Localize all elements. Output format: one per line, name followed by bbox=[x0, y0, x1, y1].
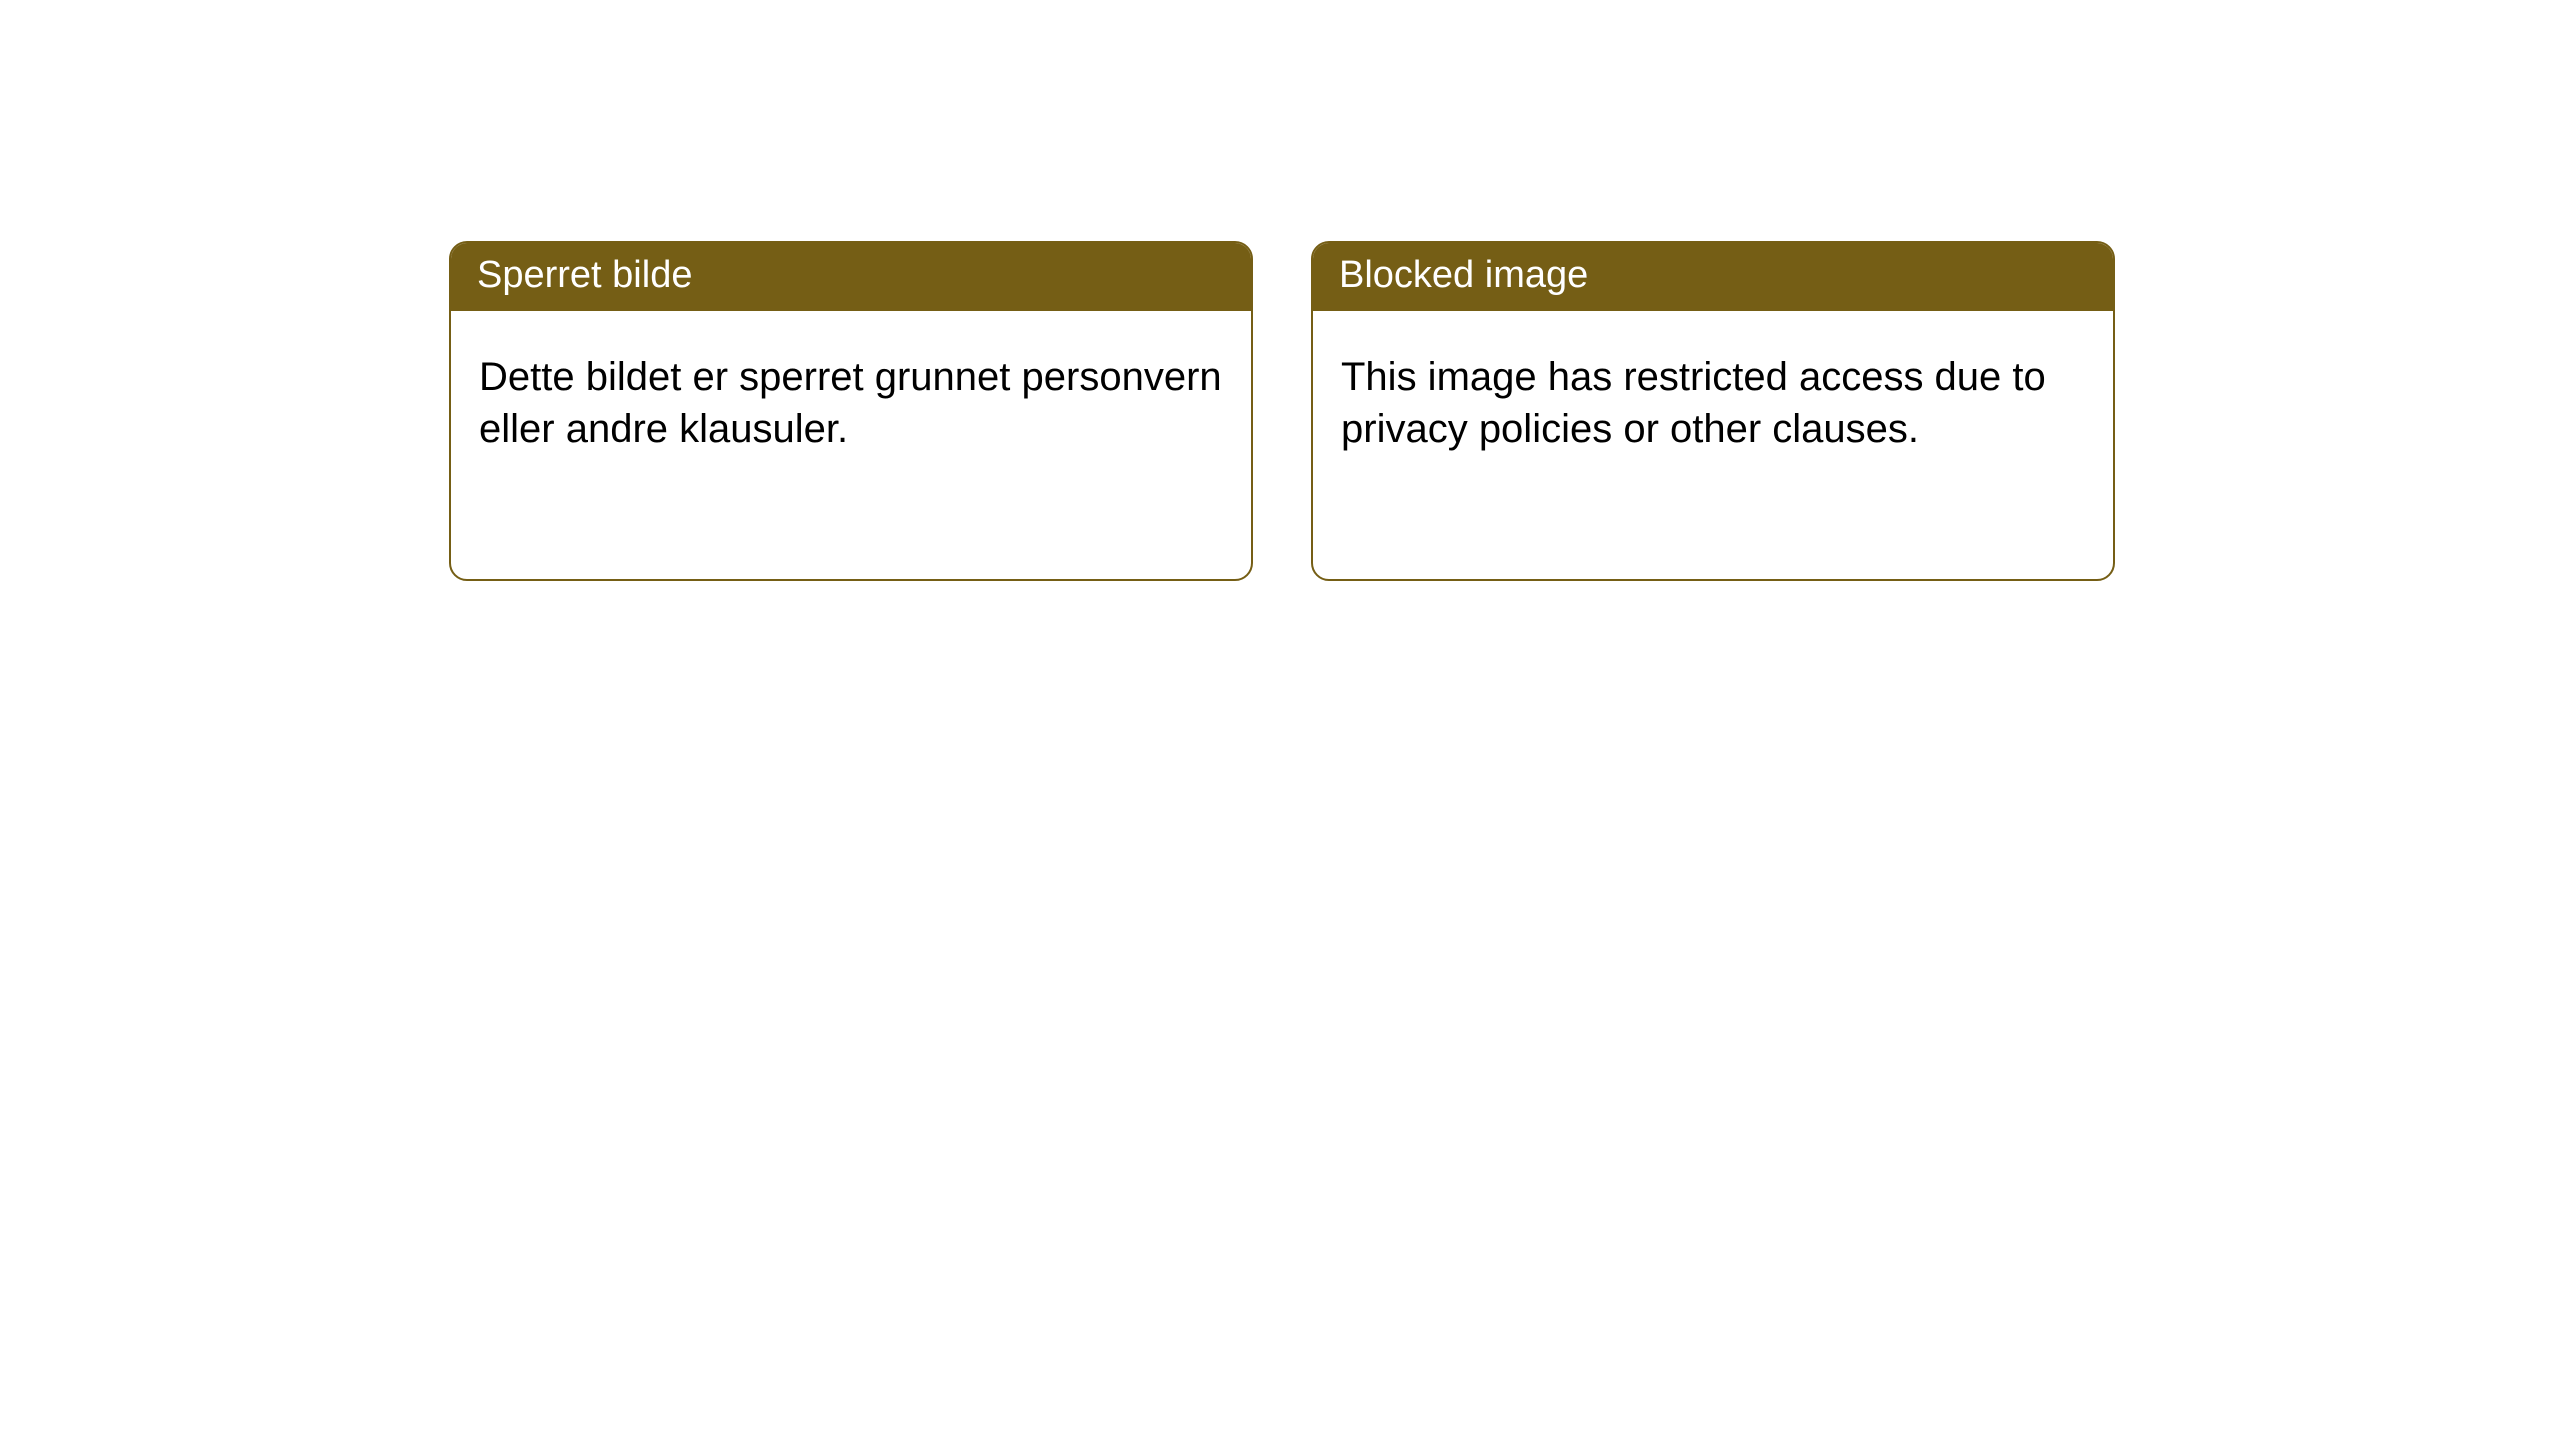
blocked-image-message-no: Dette bildet er sperret grunnet personve… bbox=[451, 311, 1251, 483]
blocked-image-title-en: Blocked image bbox=[1313, 243, 2113, 311]
notice-container: Sperret bilde Dette bildet er sperret gr… bbox=[0, 0, 2560, 581]
blocked-image-message-en: This image has restricted access due to … bbox=[1313, 311, 2113, 483]
blocked-image-card-en: Blocked image This image has restricted … bbox=[1311, 241, 2115, 581]
blocked-image-card-no: Sperret bilde Dette bildet er sperret gr… bbox=[449, 241, 1253, 581]
blocked-image-title-no: Sperret bilde bbox=[451, 243, 1251, 311]
